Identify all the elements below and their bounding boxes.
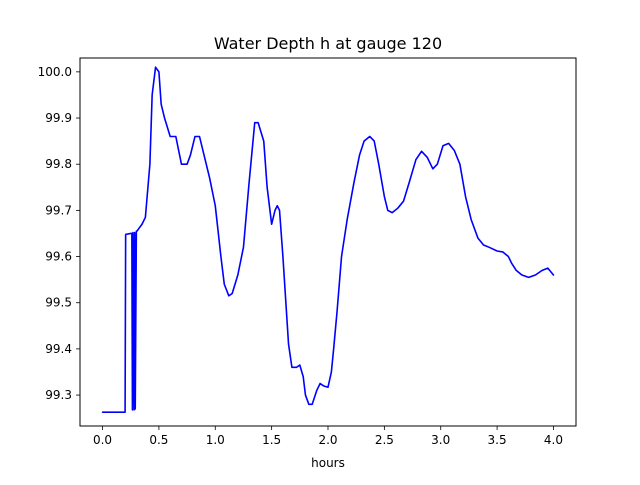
plot-area	[101, 66, 555, 413]
axes-frame	[79, 57, 577, 427]
y-tick-label: 100.0	[38, 65, 72, 79]
x-axis: 0.0 0.5 1.0 1.5 2.0 2.5 3.0 3.5 4.0	[93, 426, 563, 447]
x-tick-label: 1.0	[206, 433, 225, 447]
series-line	[101, 66, 555, 413]
y-tick-label: 99.4	[45, 342, 72, 356]
x-tick-label: 4.0	[544, 433, 563, 447]
x-axis-label: hours	[311, 456, 345, 470]
y-tick-label: 99.7	[45, 203, 72, 217]
x-tick-label: 0.0	[93, 433, 112, 447]
y-tick-label: 99.8	[45, 157, 72, 171]
y-tick-label: 99.3	[45, 388, 72, 402]
y-tick-label: 99.6	[45, 250, 72, 264]
x-tick-label: 2.5	[375, 433, 394, 447]
x-tick-label: 3.0	[431, 433, 450, 447]
x-tick-label: 0.5	[149, 433, 168, 447]
y-tick-label: 99.5	[45, 296, 72, 310]
x-tick-label: 2.0	[318, 433, 337, 447]
chart-title: Water Depth h at gauge 120	[214, 34, 442, 53]
x-tick-label: 1.5	[262, 433, 281, 447]
x-tick-label: 3.5	[488, 433, 507, 447]
y-tick-label: 99.9	[45, 111, 72, 125]
y-axis: 99.3 99.4 99.5 99.6 99.7 99.8 99.9 100.0	[38, 65, 80, 402]
